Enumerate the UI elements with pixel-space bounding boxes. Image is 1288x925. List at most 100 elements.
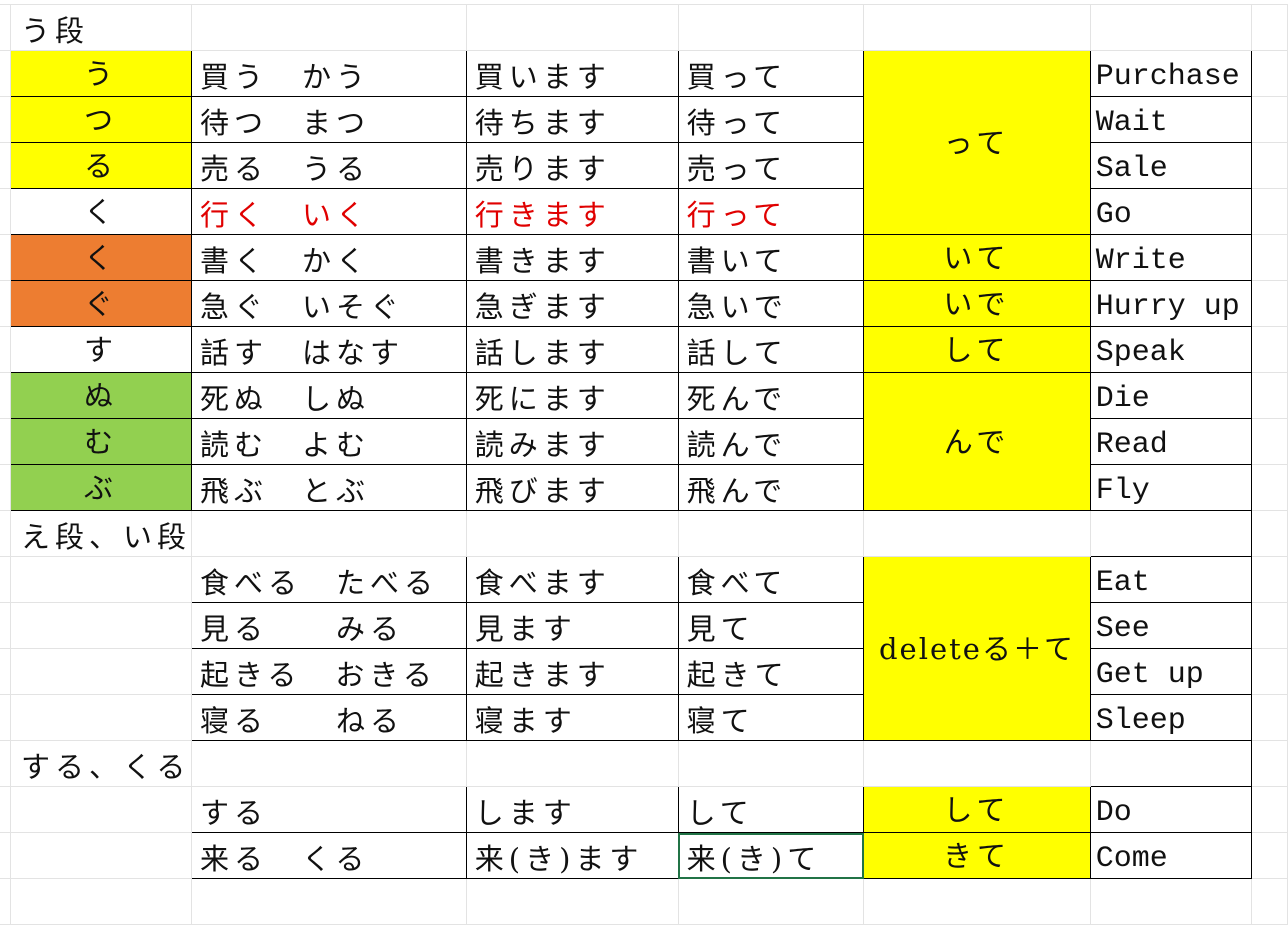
te-form-cell[interactable]: 急いで [677,280,865,327]
masu-form-cell[interactable]: 待ちます [465,96,679,143]
cell[interactable] [1251,280,1288,327]
masu-form-cell[interactable]: します [465,786,679,833]
dictionary-form-cell[interactable]: 買う かう [191,50,467,97]
english-cell[interactable]: Write [1089,234,1253,281]
te-form-cell[interactable]: 寝て [677,694,865,741]
cell[interactable] [1251,372,1288,419]
te-rule-cell[interactable]: deleteる＋て [863,556,1091,741]
te-rule-cell[interactable]: んで [863,372,1091,511]
masu-form-cell[interactable]: 来(き)ます [465,832,679,879]
dictionary-form-cell[interactable]: 死ぬ しぬ [191,372,467,419]
ending-cell[interactable]: す [9,326,193,373]
te-rule-cell[interactable]: いで [863,280,1091,327]
cell[interactable] [1251,740,1288,787]
cell[interactable] [1251,326,1288,373]
english-cell[interactable]: Speak [1089,326,1253,373]
te-form-cell[interactable]: 死んで [677,372,865,419]
cell[interactable] [1251,188,1288,235]
cell[interactable] [191,4,467,51]
masu-form-cell[interactable]: 寝ます [465,694,679,741]
cell[interactable] [1251,832,1288,879]
section-title[interactable]: え段、い段 [9,510,193,557]
dictionary-form-cell[interactable]: する [191,786,467,833]
masu-form-cell[interactable]: 売ります [465,142,679,189]
dictionary-form-cell[interactable]: 食べる たべる [191,556,467,603]
cell[interactable] [863,740,1091,787]
dictionary-form-cell[interactable]: 来る くる [191,832,467,879]
english-cell[interactable]: Get up [1089,648,1253,695]
te-form-cell[interactable]: 起きて [677,648,865,695]
english-cell[interactable]: Sleep [1089,694,1253,741]
ending-cell[interactable]: む [9,418,193,465]
te-form-cell[interactable]: 食べて [677,556,865,603]
english-cell[interactable]: Purchase [1089,50,1253,97]
cell[interactable] [9,832,193,879]
dictionary-form-cell[interactable]: 寝る ねる [191,694,467,741]
cell[interactable] [1251,418,1288,465]
ending-cell[interactable]: う [9,50,193,97]
ending-cell[interactable]: く [9,188,193,235]
te-rule-cell[interactable]: って [863,50,1091,235]
section-title[interactable]: する、くる [9,740,193,787]
te-form-cell[interactable]: 待って [677,96,865,143]
masu-form-cell[interactable]: 急ぎます [465,280,679,327]
cell[interactable] [1251,464,1288,511]
te-form-cell[interactable]: 行って [677,188,865,235]
ending-cell[interactable]: ぶ [9,464,193,511]
dictionary-form-cell[interactable]: 書く かく [191,234,467,281]
masu-form-cell[interactable]: 食べます [465,556,679,603]
cell[interactable] [677,510,865,557]
cell[interactable] [1251,556,1288,603]
cell[interactable] [9,694,193,741]
cell[interactable] [191,510,467,557]
cell[interactable] [863,4,1091,51]
cell[interactable] [677,4,865,51]
cell[interactable] [1251,694,1288,741]
te-form-cell[interactable]: 話して [677,326,865,373]
dictionary-form-cell[interactable]: 読む よむ [191,418,467,465]
masu-form-cell[interactable]: 読みます [465,418,679,465]
te-form-cell[interactable]: 飛んで [677,464,865,511]
cell[interactable] [1251,510,1288,557]
dictionary-form-cell[interactable]: 話す はなす [191,326,467,373]
ending-cell[interactable]: る [9,142,193,189]
te-form-cell[interactable]: 売って [677,142,865,189]
ending-cell[interactable]: つ [9,96,193,143]
english-cell[interactable]: Come [1089,832,1253,879]
dictionary-form-cell[interactable]: 売る うる [191,142,467,189]
english-cell[interactable]: Hurry up [1089,280,1253,327]
cell[interactable] [1089,740,1253,787]
masu-form-cell[interactable]: 見ます [465,602,679,649]
selected-te-form-cell[interactable]: 来(き)て [677,832,865,879]
masu-form-cell[interactable]: 行きます [465,188,679,235]
ending-cell[interactable]: ぐ [9,280,193,327]
te-form-cell[interactable]: 書いて [677,234,865,281]
dictionary-form-cell[interactable]: 急ぐ いそぐ [191,280,467,327]
english-cell[interactable]: Sale [1089,142,1253,189]
section-title[interactable]: う段 [9,4,193,51]
ending-cell[interactable]: く [9,234,193,281]
english-cell[interactable]: Do [1089,786,1253,833]
cell[interactable] [9,648,193,695]
cell[interactable] [191,740,467,787]
te-rule-cell[interactable]: きて [863,832,1091,879]
te-rule-cell[interactable]: いて [863,234,1091,281]
cell[interactable] [1251,50,1288,97]
dictionary-form-cell[interactable]: 行く いく [191,188,467,235]
dictionary-form-cell[interactable]: 起きる おきる [191,648,467,695]
english-cell[interactable]: Go [1089,188,1253,235]
cell[interactable] [1251,142,1288,189]
cell[interactable] [1251,96,1288,143]
cell[interactable] [465,740,679,787]
masu-form-cell[interactable]: 飛びます [465,464,679,511]
cell[interactable] [9,602,193,649]
cell[interactable] [9,556,193,603]
cell[interactable] [1251,602,1288,649]
masu-form-cell[interactable]: 書きます [465,234,679,281]
dictionary-form-cell[interactable]: 見る みる [191,602,467,649]
masu-form-cell[interactable]: 買います [465,50,679,97]
cell[interactable] [1089,4,1253,51]
cell[interactable] [465,4,679,51]
cell[interactable] [465,510,679,557]
english-cell[interactable]: Eat [1089,556,1253,603]
